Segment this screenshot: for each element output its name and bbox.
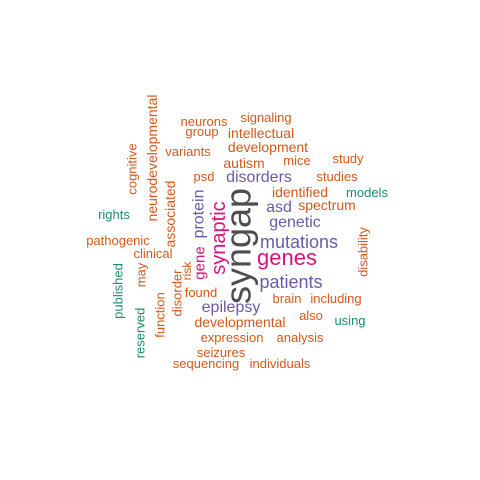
cloud-word-signaling: signaling	[240, 110, 291, 125]
cloud-word-analysis: analysis	[277, 330, 324, 345]
cloud-word-neurodevelopmental: neurodevelopmental	[144, 95, 160, 222]
cloud-word-disability: disability	[356, 227, 371, 277]
cloud-word-development: development	[228, 139, 308, 155]
cloud-word-models: models	[346, 185, 388, 200]
cloud-word-published: published	[111, 263, 126, 319]
cloud-word-seizures: seizures	[197, 345, 246, 360]
cloud-word-reserved: reserved	[133, 308, 148, 359]
cloud-word-may: may	[134, 262, 149, 287]
cloud-word-mice: mice	[283, 153, 310, 168]
cloud-word-genetic: genetic	[269, 214, 321, 231]
cloud-word-protein: protein	[191, 190, 208, 239]
cloud-word-disorders: disorders	[226, 169, 292, 186]
cloud-word-developmental: developmental	[194, 314, 285, 330]
cloud-word-spectrum: spectrum	[298, 197, 356, 213]
cloud-word-found: found	[185, 285, 218, 300]
cloud-word-gene: gene	[192, 246, 209, 279]
cloud-word-epilepsy: epilepsy	[202, 299, 261, 316]
cloud-word-including: including	[310, 291, 361, 306]
cloud-word-autism: autism	[223, 155, 264, 171]
cloud-word-using: using	[334, 313, 365, 328]
cloud-word-sequencing: sequencing	[173, 356, 240, 371]
cloud-word-individuals: individuals	[250, 356, 311, 371]
cloud-word-intellectual: intellectual	[228, 125, 294, 141]
cloud-word-studies: studies	[316, 169, 358, 184]
cloud-word-syngap: syngap	[218, 188, 259, 304]
cloud-word-genes: genes	[257, 245, 317, 270]
cloud-word-group: group	[185, 124, 218, 139]
cloud-word-cognitive: cognitive	[125, 143, 140, 194]
cloud-word-asd: asd	[266, 199, 292, 216]
cloud-word-function: function	[153, 292, 168, 338]
cloud-word-associated: associated	[162, 181, 178, 248]
cloud-word-synaptic: synaptic	[208, 201, 230, 274]
cloud-word-brain: brain	[273, 291, 302, 306]
cloud-word-identified: identified	[272, 184, 328, 200]
cloud-word-also: also	[299, 308, 323, 323]
cloud-word-pathogenic: pathogenic	[86, 233, 150, 248]
cloud-word-rights: rights	[98, 207, 130, 222]
cloud-word-neurons: neurons	[181, 114, 228, 129]
cloud-word-disorder: disorder	[170, 269, 185, 317]
cloud-word-mutations: mutations	[260, 232, 338, 252]
cloud-word-psd: psd	[194, 169, 215, 184]
cloud-word-patients: patients	[259, 272, 322, 292]
cloud-word-variants: variants	[165, 144, 211, 159]
cloud-word-study: study	[332, 151, 364, 166]
cloud-word-expression: expression	[201, 330, 264, 345]
cloud-word-risk: risk	[180, 261, 194, 281]
cloud-word-clinical: clinical	[133, 246, 172, 261]
